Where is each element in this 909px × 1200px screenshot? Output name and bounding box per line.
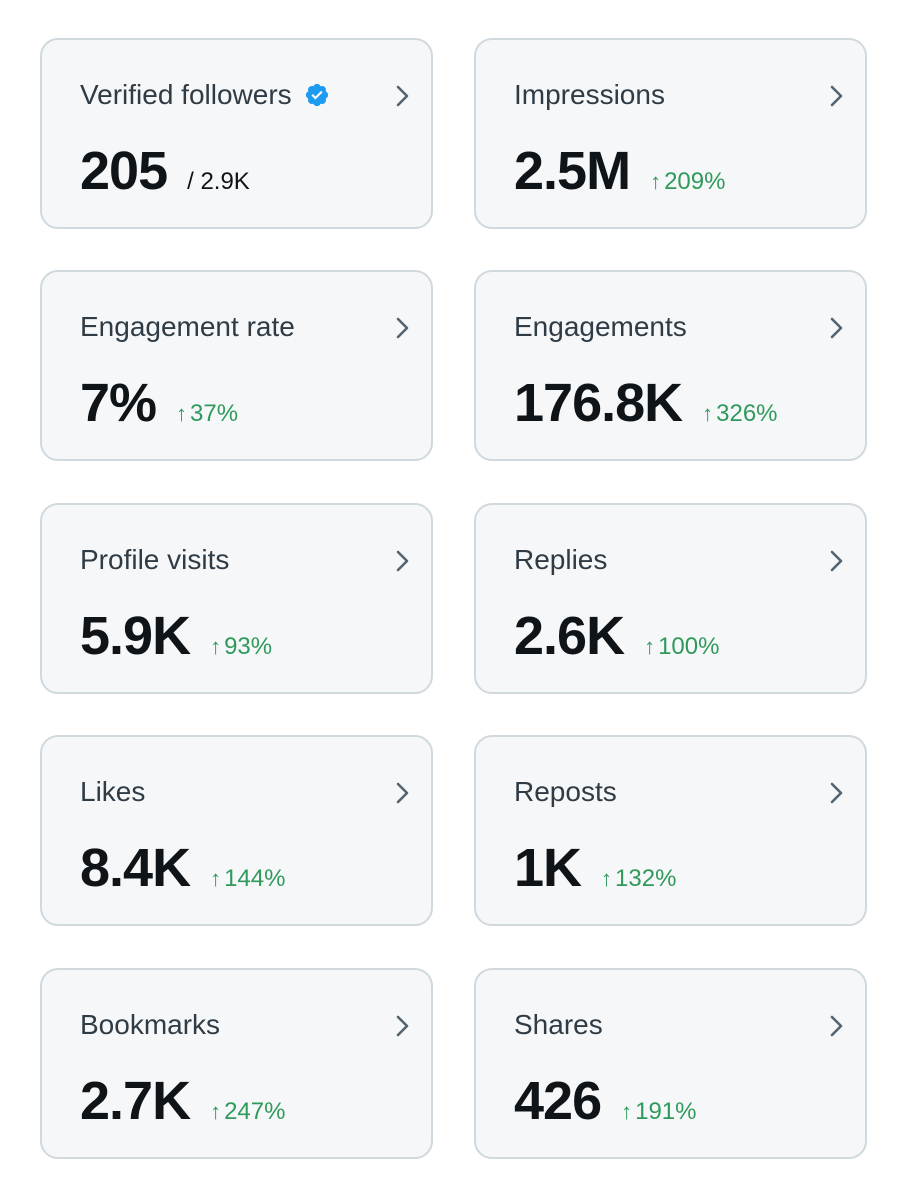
- metric-change: ↑ 209%: [650, 168, 725, 196]
- metric-change-value: 209%: [664, 168, 726, 195]
- metric-change-value: 37%: [190, 400, 239, 427]
- metric-card-impressions[interactable]: Impressions 2.5M ↑ 209%: [474, 38, 867, 229]
- arrow-up-icon: ↑: [702, 401, 714, 426]
- metric-title: Replies: [514, 544, 608, 575]
- metric-change-value: 100%: [658, 633, 720, 660]
- metric-change: ↑ 93%: [210, 633, 272, 661]
- metric-title: Bookmarks: [80, 1009, 221, 1040]
- metric-title: Engagements: [514, 311, 687, 342]
- arrow-up-icon: ↑: [210, 634, 222, 659]
- metric-value-row: 205 / 2.9K: [80, 140, 250, 202]
- metric-title: Profile visits: [80, 544, 230, 575]
- metric-title: Shares: [514, 1009, 603, 1040]
- chevron-right-icon: [396, 550, 409, 572]
- arrow-up-icon: ↑: [210, 866, 222, 891]
- metric-value: 2.6K: [514, 606, 625, 666]
- metric-title: Verified followers: [80, 78, 330, 112]
- metric-card-verified-followers[interactable]: Verified followers 205 / 2.9K: [40, 38, 433, 229]
- metric-change-value: 191%: [635, 1098, 697, 1125]
- metric-value: 176.8K: [514, 373, 683, 433]
- metric-change-value: 132%: [615, 865, 677, 892]
- metric-title: Reposts: [514, 776, 617, 807]
- metric-change-value: 144%: [224, 865, 286, 892]
- metric-change-value: 93%: [224, 633, 273, 660]
- metric-change-value: 326%: [716, 400, 778, 427]
- chevron-right-icon: [396, 1015, 409, 1037]
- chevron-right-icon: [830, 782, 843, 804]
- metric-value: 426: [514, 1071, 602, 1131]
- chevron-right-icon: [396, 85, 409, 107]
- metric-value-row: 426 ↑ 191%: [514, 1070, 697, 1132]
- metric-change: ↑ 326%: [702, 400, 777, 428]
- metric-card-reposts[interactable]: Reposts 1K ↑ 132%: [474, 735, 867, 926]
- arrow-up-icon: ↑: [650, 169, 662, 194]
- arrow-up-icon: ↑: [176, 401, 188, 426]
- arrow-up-icon: ↑: [601, 866, 613, 891]
- metric-title: Impressions: [514, 79, 665, 110]
- metric-total: / 2.9K: [187, 168, 250, 195]
- metric-value: 8.4K: [80, 838, 191, 898]
- arrow-up-icon: ↑: [621, 1099, 633, 1124]
- metric-value: 2.7K: [80, 1071, 191, 1131]
- metric-card-likes[interactable]: Likes 8.4K ↑ 144%: [40, 735, 433, 926]
- metric-value-row: 2.6K ↑ 100%: [514, 605, 719, 667]
- arrow-up-icon: ↑: [644, 634, 656, 659]
- metric-value-row: 7% ↑ 37%: [80, 372, 238, 434]
- metric-value-row: 2.5M ↑ 209%: [514, 140, 725, 202]
- metric-change: ↑ 144%: [210, 865, 285, 893]
- metric-card-engagement-rate[interactable]: Engagement rate 7% ↑ 37%: [40, 270, 433, 461]
- chevron-right-icon: [830, 317, 843, 339]
- metric-title-label: Verified followers: [80, 79, 292, 110]
- arrow-up-icon: ↑: [210, 1099, 222, 1124]
- chevron-right-icon: [396, 317, 409, 339]
- metric-card-engagements[interactable]: Engagements 176.8K ↑ 326%: [474, 270, 867, 461]
- metric-card-replies[interactable]: Replies 2.6K ↑ 100%: [474, 503, 867, 694]
- metric-change: ↑ 191%: [621, 1098, 696, 1126]
- metric-change: ↑ 37%: [176, 400, 238, 428]
- metric-value-row: 8.4K ↑ 144%: [80, 837, 285, 899]
- metric-value-row: 176.8K ↑ 326%: [514, 372, 778, 434]
- metric-change: ↑ 247%: [210, 1098, 285, 1126]
- metric-title: Engagement rate: [80, 311, 295, 342]
- metric-card-bookmarks[interactable]: Bookmarks 2.7K ↑ 247%: [40, 968, 433, 1159]
- metric-change: ↑ 100%: [644, 633, 719, 661]
- chevron-right-icon: [830, 550, 843, 572]
- metric-card-profile-visits[interactable]: Profile visits 5.9K ↑ 93%: [40, 503, 433, 694]
- metric-card-shares[interactable]: Shares 426 ↑ 191%: [474, 968, 867, 1159]
- chevron-right-icon: [830, 85, 843, 107]
- metric-value: 2.5M: [514, 141, 631, 201]
- metric-value-row: 2.7K ↑ 247%: [80, 1070, 285, 1132]
- metric-value: 5.9K: [80, 606, 191, 666]
- chevron-right-icon: [396, 782, 409, 804]
- verified-badge-icon: [305, 83, 328, 107]
- metric-value: 1K: [514, 838, 582, 898]
- metric-value-row: 1K ↑ 132%: [514, 837, 676, 899]
- metric-change: ↑ 132%: [601, 865, 676, 893]
- metric-value-row: 5.9K ↑ 93%: [80, 605, 272, 667]
- metric-value: 7%: [80, 373, 157, 433]
- metric-change-value: 247%: [224, 1098, 286, 1125]
- metric-value: 205: [80, 141, 168, 201]
- chevron-right-icon: [830, 1015, 843, 1037]
- metric-title: Likes: [80, 776, 146, 807]
